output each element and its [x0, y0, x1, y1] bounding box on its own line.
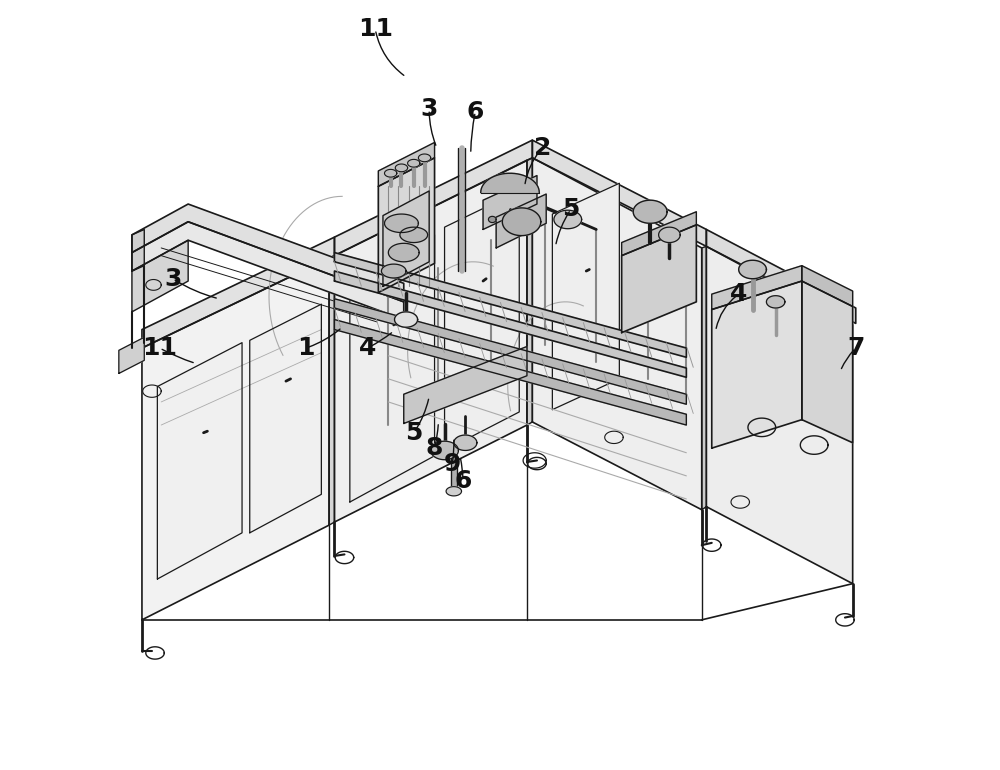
Polygon shape	[706, 229, 856, 323]
Polygon shape	[334, 253, 686, 357]
Polygon shape	[388, 243, 419, 262]
Polygon shape	[385, 169, 397, 177]
Text: 4: 4	[730, 282, 747, 306]
Polygon shape	[334, 140, 532, 256]
Polygon shape	[496, 194, 546, 248]
Polygon shape	[142, 258, 329, 620]
Polygon shape	[532, 158, 702, 510]
Polygon shape	[739, 260, 766, 279]
Polygon shape	[334, 271, 686, 377]
Polygon shape	[431, 441, 458, 460]
Polygon shape	[334, 160, 527, 522]
Polygon shape	[132, 229, 144, 271]
Polygon shape	[659, 227, 680, 243]
Text: 5: 5	[562, 197, 580, 222]
Text: 9: 9	[444, 451, 461, 476]
Polygon shape	[712, 281, 802, 448]
Polygon shape	[622, 225, 696, 333]
Polygon shape	[766, 296, 785, 308]
Polygon shape	[157, 343, 242, 579]
Polygon shape	[334, 320, 686, 425]
Text: 5: 5	[405, 420, 422, 445]
Polygon shape	[527, 158, 532, 425]
Polygon shape	[483, 176, 537, 229]
Polygon shape	[622, 212, 696, 256]
Text: 6: 6	[454, 469, 472, 494]
Polygon shape	[350, 235, 435, 502]
Polygon shape	[702, 246, 706, 510]
Polygon shape	[381, 264, 406, 278]
Text: 4: 4	[359, 336, 376, 360]
Text: 6: 6	[467, 99, 484, 124]
Polygon shape	[395, 312, 418, 327]
Polygon shape	[445, 191, 519, 450]
Polygon shape	[802, 266, 853, 306]
Text: 1: 1	[297, 336, 315, 360]
Polygon shape	[408, 159, 420, 167]
Polygon shape	[383, 191, 429, 286]
Polygon shape	[552, 183, 619, 410]
Polygon shape	[802, 281, 853, 443]
Polygon shape	[454, 435, 477, 450]
Polygon shape	[712, 266, 802, 310]
Text: 3: 3	[420, 97, 438, 122]
Polygon shape	[132, 240, 188, 312]
Polygon shape	[132, 204, 404, 302]
Polygon shape	[502, 208, 541, 236]
Polygon shape	[488, 216, 496, 223]
Polygon shape	[706, 246, 853, 584]
Polygon shape	[378, 142, 435, 186]
Text: 3: 3	[164, 266, 181, 291]
Polygon shape	[250, 304, 321, 533]
Polygon shape	[532, 140, 706, 246]
Polygon shape	[119, 337, 144, 373]
Polygon shape	[334, 299, 686, 404]
Text: 2: 2	[534, 136, 551, 160]
Text: 11: 11	[142, 336, 177, 360]
Polygon shape	[378, 158, 435, 293]
Polygon shape	[481, 173, 539, 192]
Polygon shape	[132, 222, 404, 320]
Text: 8: 8	[426, 436, 443, 460]
Polygon shape	[400, 227, 428, 243]
Text: 11: 11	[358, 17, 393, 42]
Text: 7: 7	[847, 336, 864, 360]
Polygon shape	[404, 346, 527, 424]
Polygon shape	[142, 237, 334, 348]
Polygon shape	[633, 200, 667, 223]
Polygon shape	[385, 214, 418, 233]
Polygon shape	[446, 487, 462, 496]
Polygon shape	[418, 154, 431, 162]
Polygon shape	[395, 164, 408, 172]
Polygon shape	[554, 210, 582, 229]
Polygon shape	[329, 256, 334, 525]
